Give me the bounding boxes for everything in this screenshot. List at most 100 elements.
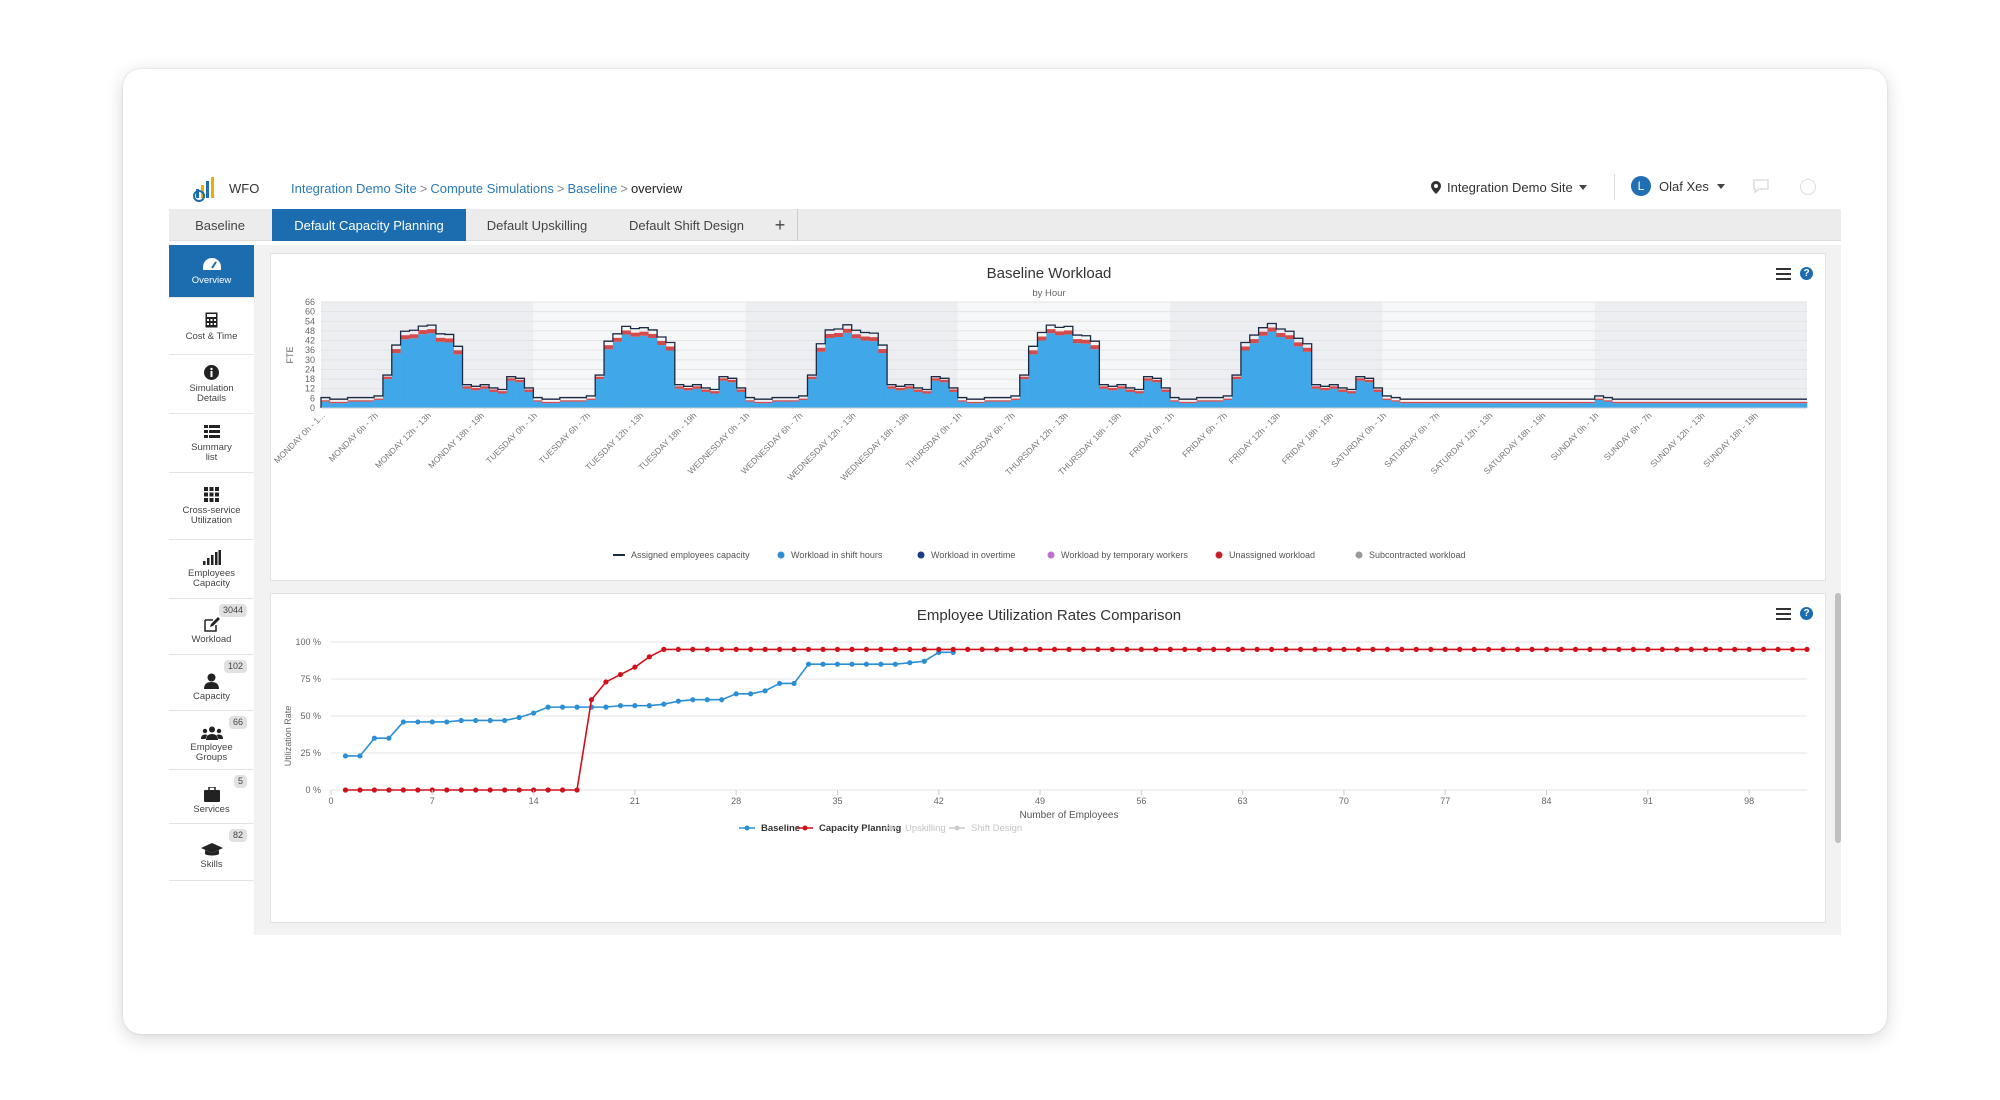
x-tick-label: FRIDAY 18h - 19h [1280, 410, 1336, 466]
bar-workload-in-shift-hours [1178, 403, 1189, 408]
user-menu[interactable]: L Olaf Xes [1631, 176, 1725, 196]
point-capacity-planning [1312, 646, 1318, 652]
bar-workload-in-shift-hours [1196, 401, 1206, 408]
bar-unassigned-workload [913, 389, 923, 392]
bar-workload-in-shift-hours [1311, 388, 1321, 408]
bar-workload-in-shift-hours [1329, 388, 1339, 408]
sidebar-item-summary-list[interactable]: Summary list [169, 415, 254, 473]
point-capacity-planning [473, 787, 479, 793]
hamburger-menu-icon[interactable] [1776, 608, 1791, 620]
y-tick-label: 54 [305, 316, 315, 326]
bar-workload-in-shift-hours [559, 401, 569, 408]
scrollbar[interactable] [1835, 593, 1841, 843]
sidebar-item-services[interactable]: 5 Services [169, 771, 254, 824]
tab-default-shift-design[interactable]: Default Shift Design [629, 217, 744, 233]
point-capacity-planning [1109, 646, 1116, 652]
bar-workload-in-shift-hours [1249, 343, 1259, 408]
breadcrumb-compute-simulations[interactable]: Compute Simulations [430, 181, 554, 196]
sidebar-item-employee-groups[interactable]: 66 Employee Groups [169, 712, 254, 770]
bar-unassigned-workload [365, 400, 375, 402]
bar-workload-in-shift-hours [1585, 403, 1596, 408]
point-capacity-planning [588, 697, 595, 703]
bar-unassigned-workload [453, 350, 463, 355]
bar-workload-in-shift-hours [789, 401, 799, 408]
bar-unassigned-workload [922, 391, 932, 394]
avatar: L [1631, 176, 1651, 196]
y-tick-label: 18 [305, 374, 315, 384]
bar-unassigned-workload [1656, 401, 1666, 404]
sidebar-item-label: Workload [191, 634, 232, 645]
x-tick-label: TUESDAY 12h - 13h [583, 410, 645, 472]
point-baseline [863, 661, 870, 667]
sidebar-item-skills[interactable]: 82 Skills [169, 825, 254, 881]
sidebar-item-cross-service-utilization[interactable]: Cross-service Utilization [169, 474, 254, 540]
bar-unassigned-workload [692, 386, 702, 389]
bar-workload-in-shift-hours [922, 393, 932, 408]
main-content: ? Baseline Workload by Hour 0 6 12 18 24 30 36… [254, 245, 1841, 935]
tab-default-capacity-planning[interactable]: Default Capacity Planning [272, 209, 466, 241]
sidebar-item-employees-capacity[interactable]: Employees Capacity [169, 541, 254, 599]
bar-workload-in-shift-hours [506, 380, 516, 408]
help-icon[interactable]: ? [1800, 607, 1813, 620]
point-capacity-planning [1138, 646, 1144, 652]
x-tick-label: SATURDAY 6h - 7h [1382, 410, 1441, 469]
bar-unassigned-workload [1497, 401, 1507, 404]
point-baseline [921, 658, 927, 664]
bar-unassigned-workload [1161, 389, 1171, 392]
point-capacity-planning [1297, 646, 1304, 652]
point-capacity-planning [1471, 646, 1477, 652]
bar-unassigned-workload [577, 400, 587, 402]
sidebar-item-label: Employees Capacity [188, 568, 235, 589]
sidebar-item-workload[interactable]: 3044 Workload [169, 600, 254, 655]
bar-unassigned-workload [1028, 350, 1038, 355]
bar-workload-in-shift-hours [772, 401, 782, 408]
bar-unassigned-workload [1240, 346, 1251, 351]
sidebar-item-capacity[interactable]: 102 Capacity [169, 656, 254, 711]
sidebar-item-cost-time[interactable]: Cost & Time [169, 299, 254, 355]
bar-unassigned-workload [940, 379, 950, 383]
chat-icon[interactable] [1752, 179, 1770, 193]
legend-label: Upskilling [905, 823, 946, 834]
x-tick-label: 42 [934, 796, 944, 806]
point-capacity-planning [400, 787, 406, 793]
sidebar-item-simulation-details[interactable]: Simulation Details [169, 356, 254, 414]
bar-unassigned-workload [559, 400, 569, 402]
tab-baseline[interactable]: Baseline [195, 217, 245, 233]
help-icon[interactable]: ? [1800, 267, 1813, 280]
bar-unassigned-workload [1214, 400, 1224, 402]
bar-unassigned-workload [1046, 329, 1056, 334]
bar-unassigned-workload [904, 386, 914, 389]
x-tick-label: MONDAY 18h - 19h [426, 410, 486, 470]
point-baseline [415, 719, 421, 725]
bar-workload-in-shift-hours [648, 337, 658, 408]
bar-workload-in-shift-hours [692, 388, 702, 408]
location-pin-icon [1431, 181, 1441, 194]
point-capacity-planning [834, 646, 841, 652]
tab-default-upskilling[interactable]: Default Upskilling [486, 217, 588, 233]
hamburger-menu-icon[interactable] [1776, 268, 1791, 280]
point-baseline [371, 735, 378, 741]
sidebar-item-overview[interactable]: Overview [169, 245, 254, 298]
point-capacity-planning [1240, 646, 1246, 652]
status-circle-icon[interactable] [1800, 179, 1816, 195]
bar-workload-in-shift-hours [957, 401, 968, 408]
bar-workload-in-shift-hours [895, 390, 906, 408]
site-selector[interactable]: Integration Demo Site [1431, 180, 1587, 195]
breadcrumb-site[interactable]: Integration Demo Site [291, 181, 417, 196]
point-capacity-planning [1008, 646, 1014, 652]
breadcrumb-baseline[interactable]: Baseline [567, 181, 618, 196]
bar-unassigned-workload [1470, 401, 1481, 404]
bar-unassigned-workload [966, 401, 976, 404]
bar-unassigned-workload [382, 376, 393, 380]
bar-workload-in-shift-hours [1709, 403, 1719, 408]
bar-workload-in-shift-hours [1099, 388, 1109, 408]
add-tab-button[interactable]: + [774, 214, 786, 235]
bar-workload-in-shift-hours [1417, 403, 1427, 408]
y-tick-label: 25 % [300, 748, 321, 758]
bar-workload-in-shift-hours [1347, 393, 1357, 408]
bar-workload-in-shift-hours [347, 401, 357, 408]
bar-unassigned-workload [435, 337, 446, 342]
app-name: WFO [229, 181, 260, 196]
bar-workload-in-shift-hours [1391, 401, 1401, 408]
bar-workload-in-shift-hours [816, 351, 826, 408]
